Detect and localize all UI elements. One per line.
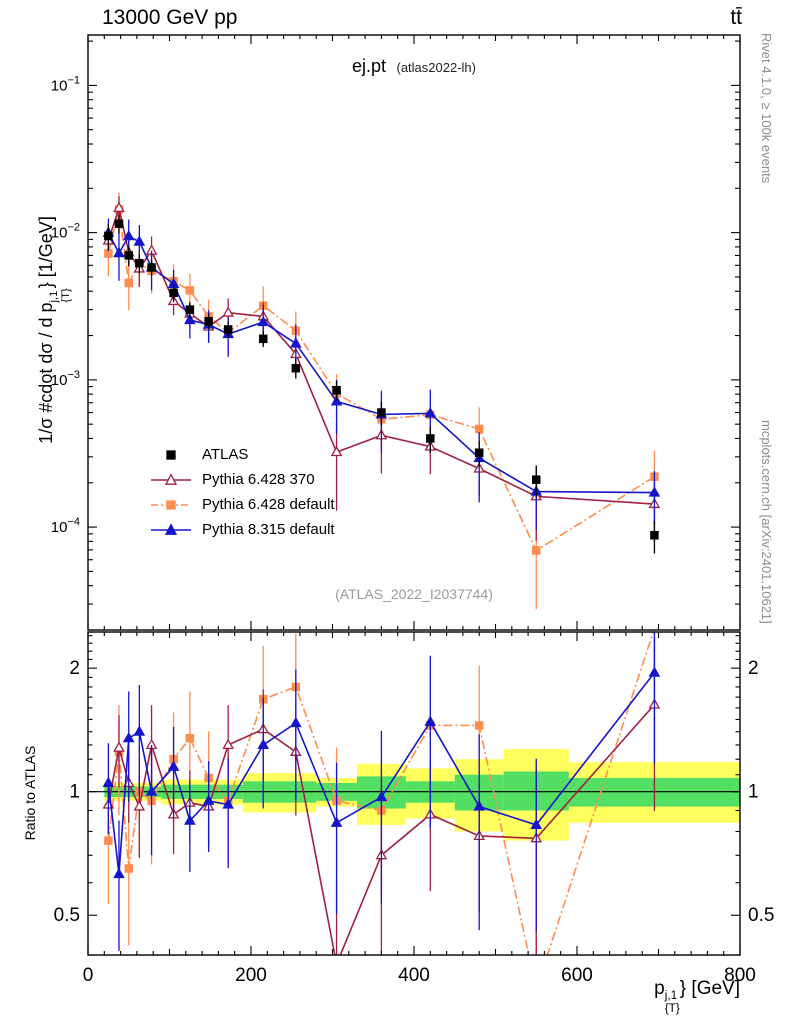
legend-item-0: ATLAS [148, 442, 335, 467]
mcplots-arxiv-label: mcplots.cern.ch [arXiv:2401.10621] [759, 420, 774, 624]
y-axis-title-suffix: } [1/GeV] [36, 216, 56, 289]
legend-square-marker-icon [151, 499, 191, 510]
legend-label: Pythia 6.428 370 [202, 471, 315, 488]
analysis-id-watermark: (ATLAS_2022_I2037744) [335, 586, 493, 602]
svg-text:10−3: 10−3 [51, 369, 80, 389]
svg-text:1: 1 [748, 782, 759, 803]
x-axis-title: p j,1 {T}} [GeV] [654, 978, 740, 1015]
legend: ATLAS Pythia 6.428 370 Pythia 6.428 defaul… [148, 442, 335, 542]
ratio-axis-title: Ratio to ATLAS [22, 745, 38, 841]
ratio-uncertainty-bands [88, 749, 740, 841]
legend-square-marker-icon [166, 449, 176, 460]
y-axis-title-prefix: 1/σ #cdot dσ / d p [36, 302, 56, 444]
svg-text:800: 800 [724, 965, 756, 986]
svg-text:600: 600 [561, 965, 593, 986]
svg-text:0.5: 0.5 [748, 905, 774, 926]
svg-text:2: 2 [748, 658, 759, 679]
beam-energy-label: 13000 GeV pp [102, 6, 238, 29]
sup-part: j,1 [48, 290, 61, 303]
axis-tick-labels: 0 200 400 600 800 10−4 10−3 10−2 10−1 0.5 0.5 1 1 2 2 [51, 74, 775, 986]
y-axis-title: 1/σ #cdot dσ / d p j,1 {T}} [1/GeV] [36, 216, 72, 444]
observable-name: ej.pt [352, 56, 387, 76]
x-axis-title-prefix: p [654, 978, 665, 999]
svg-text:1: 1 [69, 782, 80, 803]
legend-item-2: Pythia 6.428 default [148, 492, 335, 517]
ratio-panel-series [102, 632, 661, 955]
legend-triangle-marker-icon [151, 522, 191, 535]
svg-text:10−4: 10−4 [51, 516, 80, 536]
svg-text:0.5: 0.5 [54, 905, 80, 926]
svg-text:10−2: 10−2 [51, 222, 80, 242]
svg-text:200: 200 [235, 965, 267, 986]
x-axis-title-suffix: } [GeV] [679, 978, 740, 999]
legend-label: Pythia 6.428 default [202, 496, 335, 513]
sub-part: {T} [59, 288, 72, 303]
legend-triangle-marker-icon [151, 472, 191, 485]
svg-text:10−1: 10−1 [51, 74, 80, 94]
svg-text:2: 2 [69, 658, 80, 679]
x-axis-title-supsub: j,1 {T} [664, 989, 680, 1015]
svg-text:400: 400 [398, 965, 430, 986]
analysis-tag: (atlas2022-lh) [396, 60, 476, 75]
svg-text:0: 0 [83, 965, 94, 986]
y-axis-title-supsub: j,1 {T} [48, 288, 72, 303]
process-label: tt̄ [730, 6, 742, 29]
legend-label: ATLAS [202, 446, 249, 463]
plot-title: ej.pt (atlas2022-lh) [88, 56, 740, 77]
axis-ticks [87, 35, 741, 956]
main-panel-series [102, 192, 661, 610]
sup-part: j,1 [664, 989, 678, 1003]
rivet-version-label: Rivet 4.1.0, ≥ 100k events [759, 33, 774, 184]
sub-part: {T} [664, 1001, 680, 1015]
legend-item-1: Pythia 6.428 370 [148, 467, 335, 492]
legend-item-3: Pythia 8.315 default [148, 517, 335, 542]
legend-label: Pythia 8.315 default [202, 521, 335, 538]
